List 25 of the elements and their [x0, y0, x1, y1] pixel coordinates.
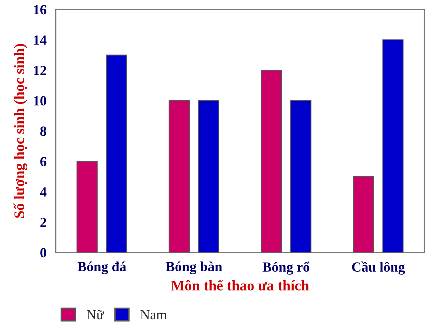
- y-tick-label: 2: [40, 218, 46, 228]
- y-axis-title: Số lượng học sinh (học sinh): [14, 44, 28, 218]
- x-tick-label: Bóng bàn: [166, 262, 222, 274]
- bar: [353, 176, 374, 253]
- bar: [168, 100, 190, 253]
- y-tick-label: 8: [40, 126, 47, 136]
- bar: [290, 100, 312, 253]
- y-tick-label: 10: [34, 96, 46, 106]
- x-tick-label: Cầu lông: [352, 262, 406, 275]
- bar: [382, 40, 404, 253]
- y-tick-label: 0: [40, 248, 46, 258]
- y-tick-label: 6: [40, 157, 47, 167]
- y-tick-label: 16: [34, 5, 47, 15]
- legend-label: Nam: [140, 310, 168, 320]
- y-tick-label: 12: [34, 66, 46, 76]
- x-tick-label: Bóng đá: [78, 262, 126, 274]
- bar: [198, 100, 220, 253]
- bar: [76, 161, 98, 253]
- legend-label: Nữ: [86, 310, 105, 320]
- x-axis-title: Môn thể thao ưa thích: [171, 280, 310, 291]
- y-tick-label: 4: [40, 188, 47, 197]
- bar: [106, 54, 128, 253]
- bar: [261, 70, 282, 253]
- y-tick-label: 14: [34, 36, 47, 45]
- x-tick-label: Bóng rổ: [262, 262, 310, 275]
